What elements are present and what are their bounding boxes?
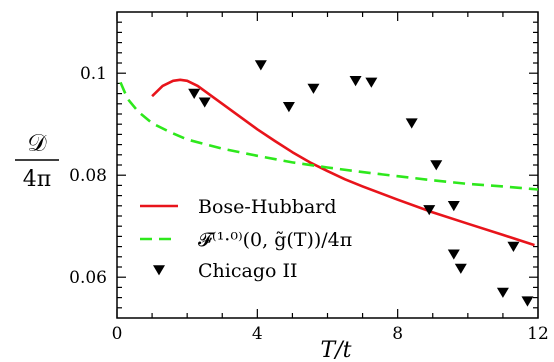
chicago-ii-point: [430, 160, 443, 171]
chicago-ii-point: [282, 102, 295, 113]
legend-entry-label: 𝓕⁽¹·⁰⁾(0, g̃(T))/4π: [198, 229, 352, 251]
y-tick-label: 0.1: [80, 64, 107, 84]
legend-entry-label: Chicago II: [198, 260, 297, 282]
x-tick-label: 8: [392, 324, 403, 344]
plot-frame: [116, 11, 539, 319]
chicago-ii-point: [454, 263, 467, 274]
y-axis-title-numerator: 𝒟: [27, 129, 47, 157]
chicago-ii-point: [447, 249, 460, 260]
series-layer: [119, 60, 538, 307]
chicago-ii-point: [307, 83, 320, 94]
chicago-ii-point: [349, 76, 362, 87]
x-axis-title: T/t: [321, 338, 352, 362]
chicago-ii-point: [198, 97, 211, 108]
chicago-ii-point: [507, 241, 520, 252]
chicago-ii-point: [496, 287, 509, 298]
chicago-ii-point: [405, 118, 418, 129]
legend: Bose-Hubbard 𝓕⁽¹·⁰⁾(0, g̃(T))/4π Chicago I…: [140, 196, 352, 282]
chicago-ii-point: [521, 296, 534, 307]
bose-hubbard-line: [151, 78, 535, 247]
y-axis-title: 𝒟 4π: [15, 129, 59, 192]
f-function-dashed-line: [119, 81, 538, 191]
y-tick-label: 0.06: [69, 268, 107, 288]
x-tick-label: 4: [252, 324, 263, 344]
chicago-ii-point: [365, 77, 378, 88]
legend-swatch-triangle: [153, 265, 165, 276]
y-tick-label: 0.08: [69, 166, 107, 186]
chicago-ii-point: [188, 88, 201, 99]
x-tick-label: 0: [112, 324, 123, 344]
chicago-ii-point: [447, 201, 460, 212]
chicago-ii-point: [254, 60, 267, 71]
y-axis-title-denominator: 4π: [23, 167, 51, 192]
chicago-ii-point: [423, 205, 436, 216]
legend-entry-label: Bose-Hubbard: [198, 196, 337, 218]
x-tick-label: 12: [527, 324, 549, 344]
